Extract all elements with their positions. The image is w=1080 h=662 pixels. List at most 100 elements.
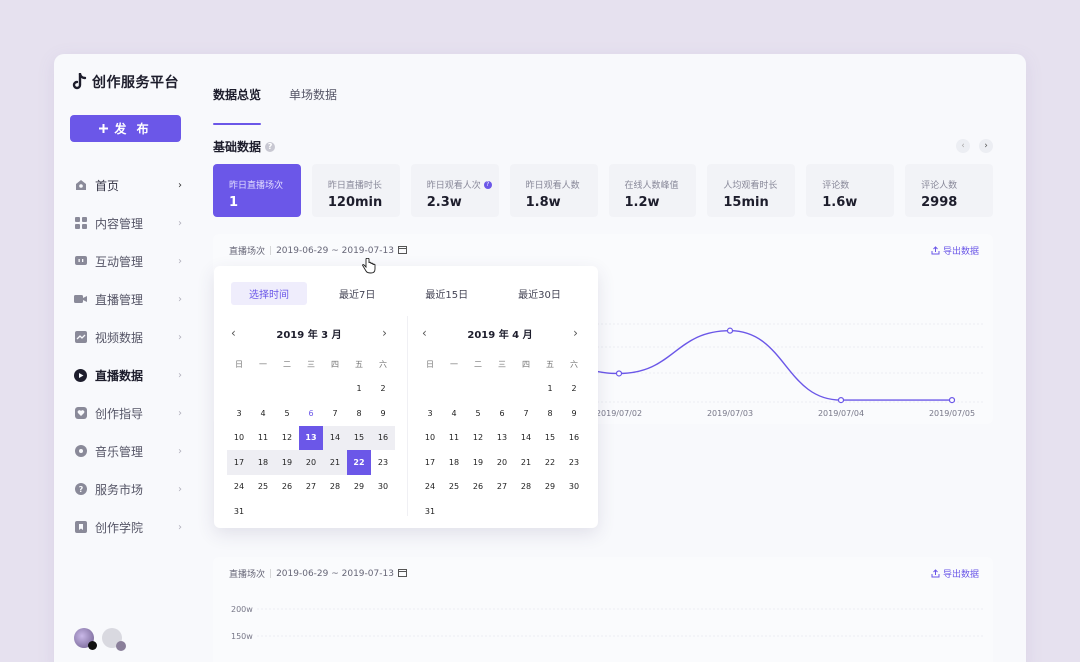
prev-month-button[interactable]: ‹ [231, 326, 236, 340]
day-cell[interactable]: 10 [233, 433, 245, 443]
day-cell[interactable]: 11 [448, 433, 460, 443]
day-cell[interactable]: 28 [329, 482, 341, 492]
day-cell[interactable]: 29 [544, 482, 556, 492]
day-cell[interactable]: 9 [380, 408, 386, 418]
day-cell[interactable]: 24 [424, 482, 436, 492]
data-point[interactable] [948, 396, 956, 404]
day-cell[interactable]: 11 [257, 433, 269, 443]
sidebar-item-5[interactable]: 直播数据 › [74, 356, 182, 394]
day-cell[interactable]: 20 [496, 457, 508, 467]
day-cell[interactable]: 3 [427, 408, 433, 418]
stat-card[interactable]: 评论人数 2998 [905, 164, 993, 217]
next-page-button[interactable]: › [979, 139, 993, 153]
quick-range-option[interactable]: 最近30日 [518, 290, 561, 301]
data-point[interactable] [615, 370, 623, 377]
date-range-2[interactable]: 2019-06-29 ~ 2019-07-13 [276, 568, 394, 579]
data-point[interactable] [837, 396, 845, 404]
day-cell[interactable]: 8 [547, 408, 553, 418]
day-cell[interactable]: 27 [496, 482, 508, 492]
day-cell[interactable]: 1 [356, 384, 362, 394]
day-cell[interactable]: 19 [275, 450, 299, 475]
day-cell[interactable]: 31 [424, 506, 436, 516]
quick-range-option[interactable]: 最近7日 [339, 290, 376, 301]
help-icon[interactable]: ? [483, 180, 492, 189]
tab-overview[interactable]: 数据总览 [213, 86, 262, 125]
metric-label[interactable]: 直播场次 [229, 247, 266, 257]
day-cell[interactable]: 21 [323, 450, 347, 475]
day-cell[interactable]: 15 [347, 425, 371, 450]
day-cell[interactable]: 7 [332, 408, 338, 418]
day-cell[interactable]: 26 [281, 482, 293, 492]
day-cell[interactable]: 6 [308, 408, 314, 418]
stat-card[interactable]: 在线人数峰值 1.2w [608, 164, 697, 217]
day-cell[interactable]: 12 [472, 433, 484, 443]
export-button-2[interactable]: 导出数据 [931, 567, 979, 580]
day-cell[interactable]: 2 [380, 384, 386, 394]
day-cell[interactable]: 25 [257, 482, 269, 492]
day-cell[interactable]: 5 [284, 408, 290, 418]
date-range[interactable]: 2019-06-29 ~ 2019-07-13 [276, 245, 394, 256]
stat-card[interactable]: 评论数 1.6w [806, 164, 895, 217]
day-cell[interactable]: 31 [233, 506, 245, 516]
sidebar-item-6[interactable]: 创作指导 › [74, 394, 182, 432]
sidebar-item-3[interactable]: 直播管理 › [74, 280, 182, 318]
stat-card[interactable]: 人均观看时长 15min [707, 164, 796, 217]
day-cell[interactable]: 16 [568, 433, 580, 443]
secondary-avatar[interactable] [102, 628, 126, 651]
day-cell[interactable]: 7 [523, 408, 529, 418]
stat-card[interactable]: 昨日观看人数 1.8w [509, 164, 598, 217]
publish-button[interactable]: 发 布 [70, 115, 181, 142]
tab-single-session[interactable]: 单场数据 [289, 88, 338, 102]
calendar-icon[interactable] [397, 245, 407, 257]
prev-month-button[interactable]: ‹ [422, 326, 427, 340]
day-cell[interactable]: 18 [251, 450, 275, 475]
day-cell[interactable]: 26 [472, 482, 484, 492]
day-cell[interactable]: 19 [472, 457, 484, 467]
day-cell[interactable]: 1 [547, 384, 553, 394]
stat-card[interactable]: 昨日直播时长 120min [311, 164, 400, 217]
day-cell[interactable]: 28 [520, 482, 532, 492]
day-cell[interactable]: 8 [356, 408, 362, 418]
day-cell[interactable]: 2 [571, 384, 577, 394]
day-cell[interactable]: 14 [520, 433, 532, 443]
day-cell[interactable]: 4 [260, 408, 266, 418]
day-cell[interactable]: 17 [227, 450, 251, 475]
day-cell[interactable]: 30 [568, 482, 580, 492]
day-cell[interactable]: 10 [424, 433, 436, 443]
day-cell[interactable]: 23 [568, 457, 580, 467]
day-cell[interactable]: 22 [544, 457, 556, 467]
day-cell[interactable]: 21 [520, 457, 532, 467]
day-cell[interactable]: 25 [448, 482, 460, 492]
metric-label-2[interactable]: 直播场次 [229, 570, 266, 580]
sidebar-item-8[interactable]: ? 服务市场 › [74, 470, 182, 508]
sidebar-item-7[interactable]: 音乐管理 › [74, 432, 182, 470]
sidebar-item-0[interactable]: 首页 › [74, 166, 182, 204]
day-cell[interactable]: 20 [299, 450, 323, 475]
day-cell[interactable]: 17 [424, 457, 436, 467]
day-cell[interactable]: 15 [544, 433, 556, 443]
day-cell[interactable]: 22 [347, 450, 371, 475]
day-cell[interactable]: 3 [236, 408, 242, 418]
avatar[interactable] [74, 628, 97, 650]
stat-card[interactable]: 昨日观看人次? 2.3w [410, 164, 499, 217]
day-cell[interactable]: 13 [496, 433, 508, 443]
sidebar-item-9[interactable]: 创作学院 › [74, 508, 182, 546]
sidebar-item-4[interactable]: 视频数据 › [74, 318, 182, 356]
sidebar-item-1[interactable]: 内容管理 › [74, 204, 182, 242]
next-month-button[interactable]: › [573, 326, 578, 340]
day-cell[interactable]: 23 [377, 457, 389, 467]
day-cell[interactable]: 16 [371, 425, 395, 450]
next-month-button[interactable]: › [382, 326, 387, 340]
day-cell[interactable]: 27 [305, 482, 317, 492]
calendar-icon-2[interactable] [397, 568, 407, 580]
day-cell[interactable]: 6 [499, 408, 505, 418]
day-cell[interactable]: 24 [233, 482, 245, 492]
quick-range-option[interactable]: 最近15日 [425, 290, 469, 301]
quick-range-option[interactable]: 选择时间 [231, 282, 307, 305]
day-cell[interactable]: 9 [571, 408, 577, 418]
data-point[interactable] [726, 327, 734, 334]
sidebar-item-2[interactable]: 互动管理 › [74, 242, 182, 280]
day-cell[interactable]: 18 [448, 457, 460, 467]
export-button[interactable]: 导出数据 [931, 244, 979, 257]
day-cell[interactable]: 14 [323, 425, 347, 450]
